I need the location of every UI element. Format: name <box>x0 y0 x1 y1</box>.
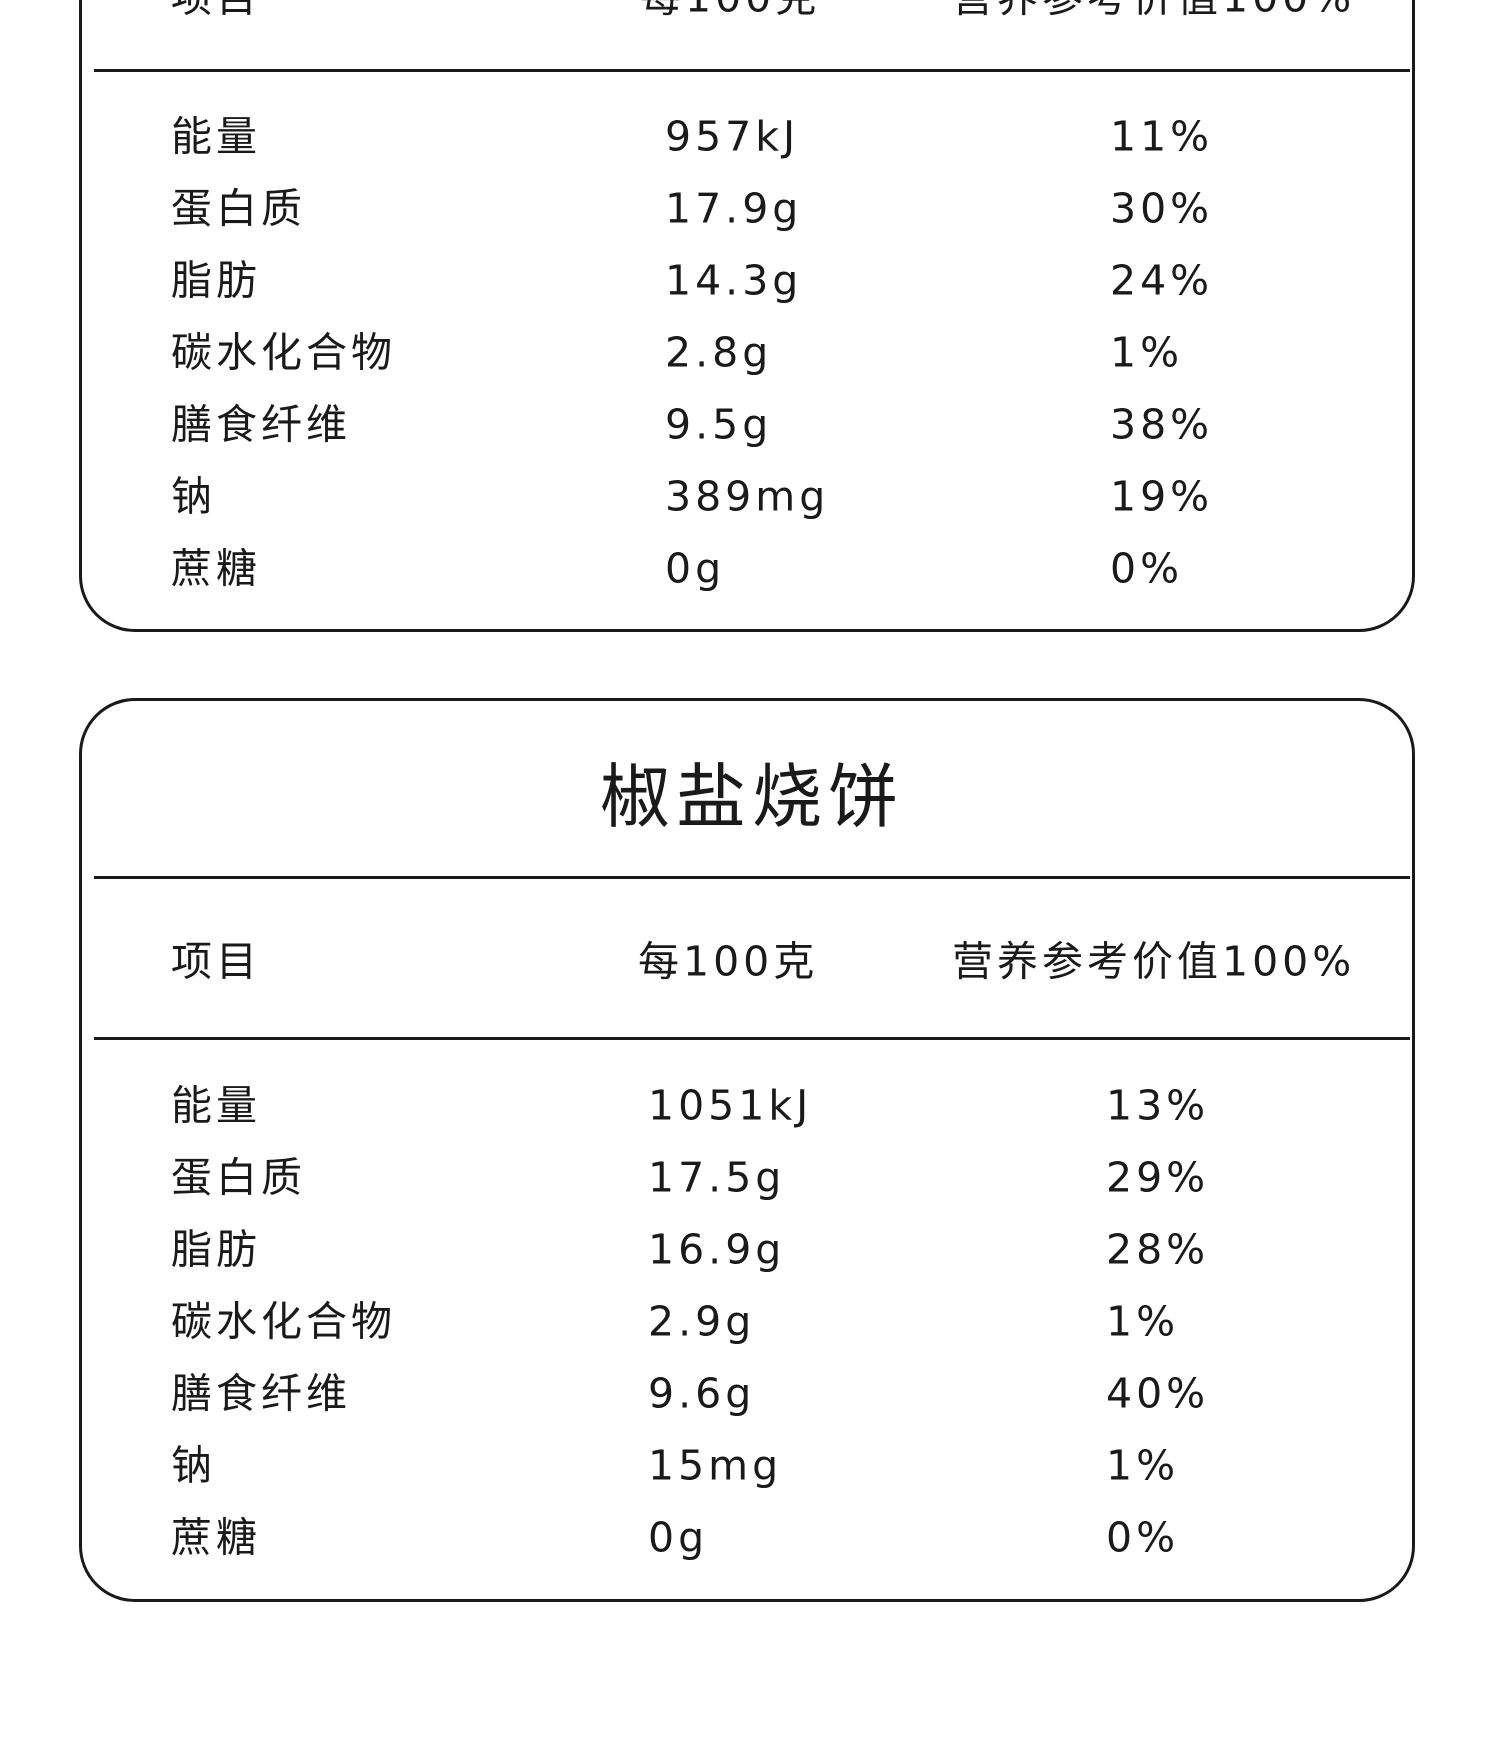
nutrient-name: 膳食纤维 <box>171 1369 351 1418</box>
card-title: 椒盐烧饼 <box>600 756 904 838</box>
nutrient-value: 0g <box>648 1513 709 1562</box>
nutrient-name: 钠 <box>171 472 216 521</box>
nutrient-value: 16.9g <box>648 1225 786 1274</box>
nutrient-value: 15mg <box>648 1441 783 1490</box>
nutrient-value: 0% <box>1106 1513 1180 1562</box>
nutrient-value: 389mg <box>665 472 830 521</box>
nutrient-name: 蛋白质 <box>171 1153 306 1202</box>
nutrient-value: 0% <box>1110 544 1184 593</box>
nutrient-value: 9.6g <box>648 1369 756 1418</box>
header-cell: 项目 <box>171 0 261 19</box>
nutrient-value: 19% <box>1110 472 1214 521</box>
nutrient-name: 蔗糖 <box>171 1513 261 1562</box>
nutrient-value: 9.5g <box>665 400 773 449</box>
nutrient-value: 2.8g <box>665 328 773 377</box>
header-cell: 营养参考价值100% <box>952 0 1355 19</box>
nutrient-value: 29% <box>1106 1153 1210 1202</box>
nutrient-name: 蛋白质 <box>171 184 306 233</box>
nutrient-name: 脂肪 <box>171 1225 261 1274</box>
nutrient-value: 0g <box>665 544 726 593</box>
nutrient-value: 2.9g <box>648 1297 756 1346</box>
nutrient-name: 能量 <box>171 1081 261 1130</box>
divider <box>94 69 1410 72</box>
header-cell: 每100克 <box>638 937 819 986</box>
header-cell: 营养参考价值100% <box>952 937 1356 986</box>
nutrient-name: 脂肪 <box>171 256 261 305</box>
nutrient-value: 14.3g <box>665 256 803 305</box>
nutrient-value: 30% <box>1110 184 1214 233</box>
nutrient-value: 1% <box>1106 1297 1180 1346</box>
nutrient-value: 28% <box>1106 1225 1210 1274</box>
nutrient-name: 碳水化合物 <box>171 328 396 377</box>
nutrient-name: 钠 <box>171 1441 216 1490</box>
nutrient-value: 1051kJ <box>648 1081 813 1130</box>
divider <box>94 1037 1410 1040</box>
divider <box>94 876 1410 879</box>
nutrient-name: 碳水化合物 <box>171 1297 396 1346</box>
nutrient-name: 能量 <box>171 112 261 161</box>
nutrient-value: 11% <box>1110 112 1214 161</box>
nutrient-value: 40% <box>1106 1369 1210 1418</box>
nutrient-name: 膳食纤维 <box>171 400 351 449</box>
nutrient-value: 17.9g <box>665 184 803 233</box>
nutrient-value: 1% <box>1106 1441 1180 1490</box>
nutrient-value: 957kJ <box>665 112 800 161</box>
card-border <box>79 698 1415 1602</box>
nutrient-value: 24% <box>1110 256 1214 305</box>
nutrient-value: 13% <box>1106 1081 1210 1130</box>
card-border <box>79 0 1415 632</box>
header-cell: 项目 <box>171 937 261 986</box>
header-cell: 每100克 <box>640 0 820 19</box>
nutrient-value: 17.5g <box>648 1153 786 1202</box>
nutrient-value: 1% <box>1110 328 1184 377</box>
nutrient-name: 蔗糖 <box>171 544 261 593</box>
nutrient-value: 38% <box>1110 400 1214 449</box>
